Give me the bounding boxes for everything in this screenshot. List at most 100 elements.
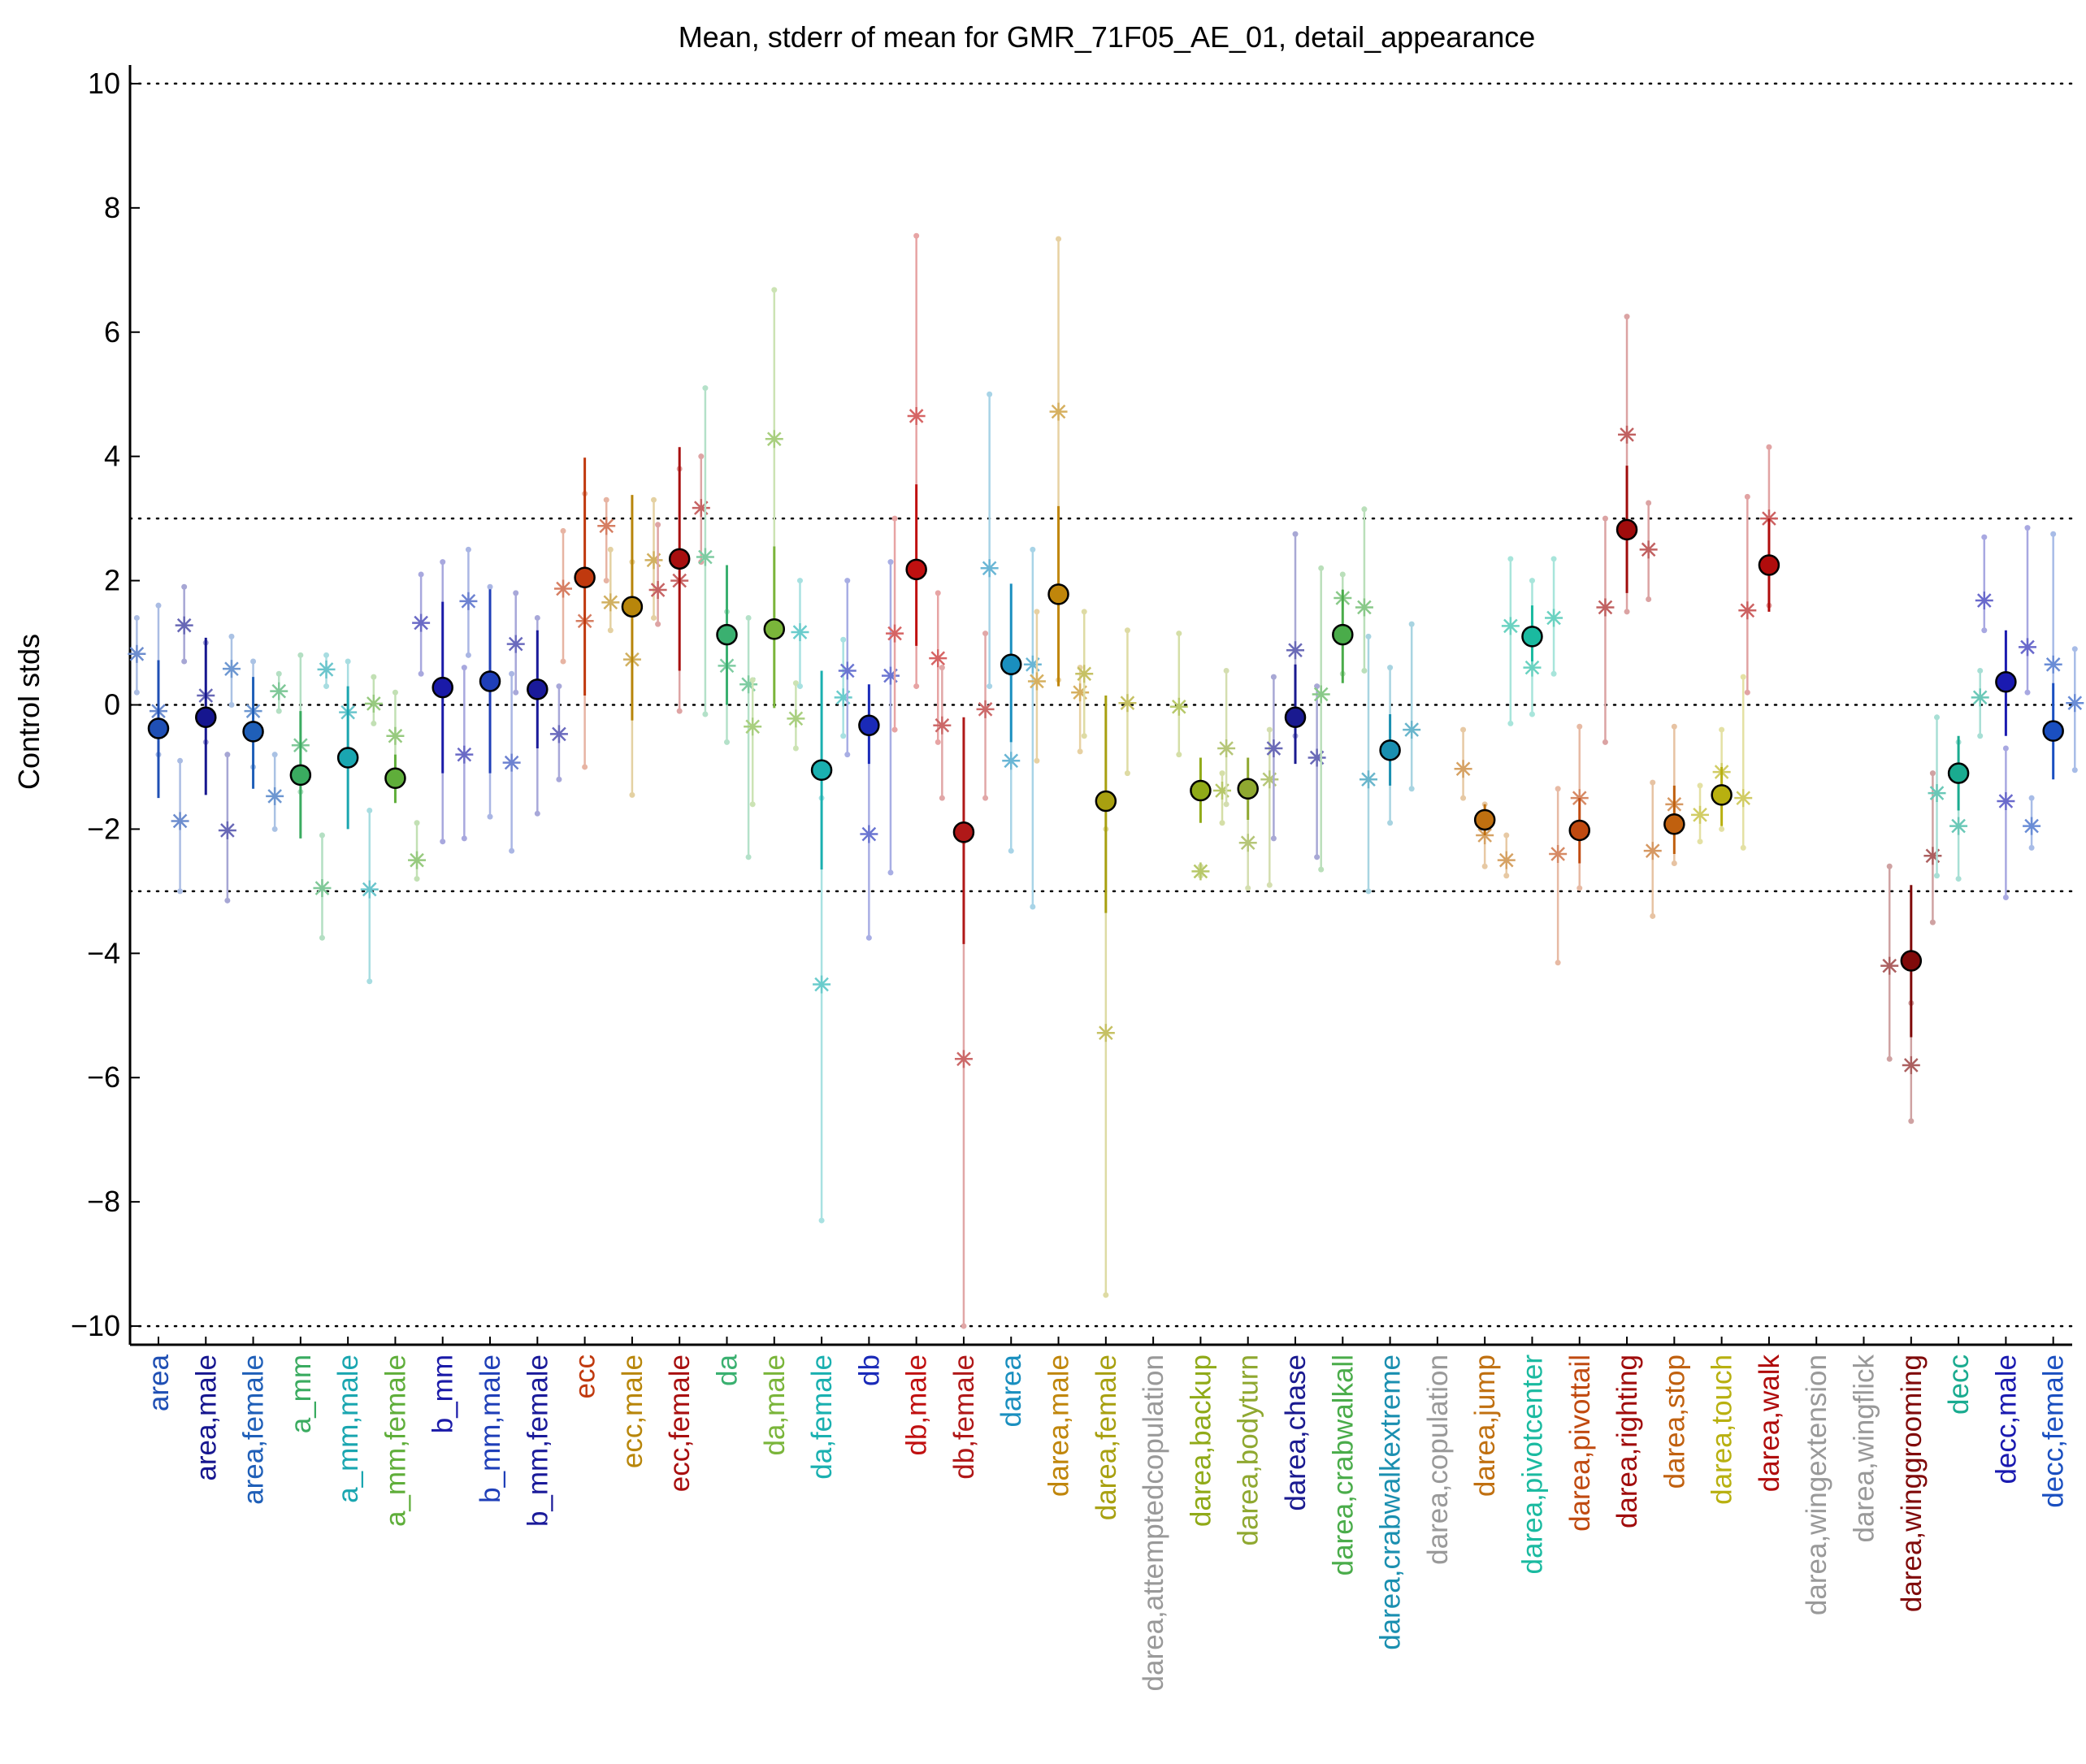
x-tick-label: db — [853, 1354, 885, 1386]
subgroup-range-end — [935, 590, 941, 596]
subgroup-range-end — [1981, 627, 1988, 634]
subgroup-star-marker — [554, 579, 573, 598]
y-tick-label: 2 — [104, 564, 120, 597]
subgroup-range-end — [1266, 726, 1273, 733]
axes — [128, 65, 2072, 1346]
subgroup-range-end — [319, 832, 325, 839]
subgroup-star-marker — [1169, 697, 1188, 716]
subgroup-range-end — [698, 453, 705, 460]
subgroup-range-end — [844, 752, 851, 758]
subgroup-star-marker — [455, 745, 474, 764]
subgroup-range-end — [1550, 670, 1557, 677]
x-tick-label: darea — [995, 1354, 1027, 1427]
subgroup-star-marker — [1075, 665, 1094, 683]
subgroup-star-marker — [1023, 655, 1042, 674]
subgroup-star-marker — [1118, 694, 1137, 713]
subgroup-star-marker — [2018, 638, 2036, 657]
subgroup-star-marker — [886, 624, 904, 643]
mean-point — [289, 764, 312, 787]
mean-point — [1379, 739, 1401, 761]
subgroup-range-end — [366, 807, 373, 813]
y-tick-label: 8 — [104, 191, 120, 224]
mean-point — [810, 759, 833, 782]
subgroup-range-end — [2024, 689, 2031, 696]
subgroup-star-marker — [648, 581, 667, 600]
x-tick-label: a_mm,female — [379, 1354, 411, 1527]
mean-point — [1711, 784, 1733, 806]
subgroup-range-end — [792, 680, 799, 687]
x-tick-label: darea,attemptedcopulation — [1138, 1354, 1169, 1691]
subgroup-range-end — [133, 614, 140, 621]
subgroup-range-end — [556, 776, 562, 782]
x-tick-label: decc — [1943, 1354, 1975, 1415]
subgroup-star-marker — [1096, 1024, 1115, 1042]
subgroup-star-marker — [1639, 540, 1658, 559]
subgroup-range-end — [366, 978, 373, 985]
subgroup-range-end — [2002, 895, 2009, 901]
subgroup-range-end — [723, 739, 730, 745]
subgroup-star-marker — [1264, 739, 1283, 758]
x-tick-label: ecc,male — [617, 1354, 648, 1468]
mean-point — [2042, 720, 2064, 742]
subgroup-range-end — [913, 683, 920, 690]
subgroup-range-end — [818, 1217, 825, 1224]
subgroup-range-end — [1550, 556, 1557, 562]
subgroup-range-end — [1034, 757, 1040, 764]
subgroup-range-end — [1077, 748, 1083, 755]
subgroup-star-marker — [933, 716, 952, 735]
y-tick-label: −4 — [87, 936, 120, 969]
subgroup-range-end — [1223, 801, 1229, 808]
y-tick-label: −10 — [71, 1309, 120, 1342]
subgroup-star-marker — [1643, 842, 1662, 860]
subgroup-range-end — [749, 801, 756, 808]
subgroup-range-end — [913, 232, 920, 239]
subgroup-range-end — [513, 590, 519, 596]
subgroup-range-end — [2024, 525, 2031, 531]
subgroup-range-end — [418, 670, 424, 677]
x-tick-label: decc,male — [1990, 1354, 2022, 1484]
x-tick-label: b_mm,female — [522, 1354, 553, 1527]
subgroup-range-end — [2071, 767, 2078, 774]
subgroup-range-end — [1318, 565, 1325, 571]
subgroup-range-end — [1081, 609, 1087, 615]
subgroup-range-end — [414, 876, 420, 882]
x-tick-label: darea,female — [1091, 1354, 1122, 1520]
subgroup-range-end — [629, 791, 635, 798]
subgroup-star-marker — [601, 593, 620, 612]
subgroup-star-marker — [1260, 770, 1279, 789]
subgroup-range-end — [2028, 795, 2035, 801]
x-tick-label: area — [143, 1354, 175, 1411]
y-tick-label: 6 — [104, 315, 120, 349]
subgroup-range-end — [440, 559, 446, 566]
subgroup-star-marker — [1027, 672, 1046, 691]
subgroup-range-end — [1318, 866, 1325, 873]
subgroup-star-marker — [1359, 770, 1377, 789]
subgroup-range-end — [1176, 631, 1182, 637]
mean-point — [1900, 950, 1923, 972]
subgroup-star-marker — [171, 812, 189, 830]
subgroup-star-marker — [954, 1050, 973, 1068]
subgroup-range-end — [1503, 873, 1510, 879]
subgroup-range-end — [224, 752, 231, 758]
mean-point — [574, 566, 596, 589]
mean-point — [1190, 779, 1212, 802]
subgroup-star-marker — [1312, 685, 1330, 704]
subgroup-range-end — [2002, 745, 2009, 752]
subgroup-star-marker — [929, 649, 948, 668]
subgroup-star-marker — [128, 644, 146, 663]
subgroup-star-marker — [1213, 782, 1232, 800]
mean-point — [147, 717, 170, 739]
subgroup-range-end — [1886, 1055, 1893, 1062]
subgroup-star-marker — [1734, 789, 1753, 808]
subgroup-range-end — [560, 527, 566, 534]
subgroup-star-marker — [360, 880, 379, 899]
subgroup-range-end — [655, 522, 661, 528]
subgroup-range-end — [651, 496, 657, 503]
subgroup-range-end — [560, 658, 566, 665]
subgroup-star-marker — [1997, 792, 2015, 811]
subgroup-range-end — [607, 546, 614, 553]
mean-point — [432, 676, 453, 699]
subgroup-range-end — [1056, 236, 1062, 242]
mean-point — [668, 548, 691, 570]
subgroup-star-marker — [1549, 844, 1568, 863]
